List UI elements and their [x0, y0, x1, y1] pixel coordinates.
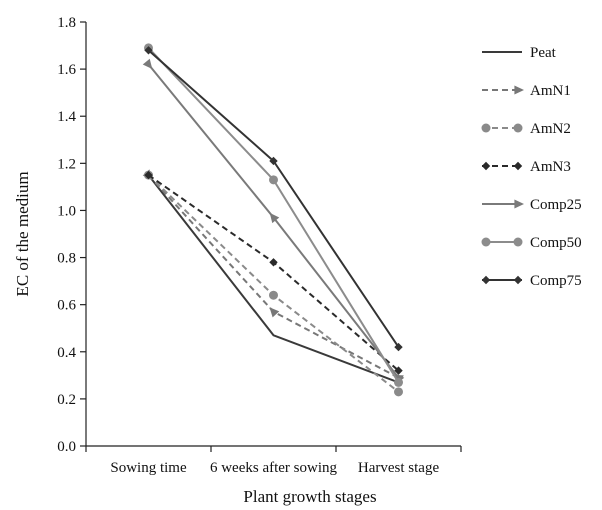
data-point: [394, 342, 403, 352]
series-amn1: [142, 169, 404, 384]
legend-item-comp25: Comp25: [482, 197, 582, 213]
legend-label: Comp75: [530, 273, 582, 289]
series-amn3: [144, 170, 403, 375]
series-peat: [147, 174, 399, 384]
data-point: [269, 307, 280, 318]
series-layer: [142, 43, 405, 397]
series-line: [147, 174, 399, 384]
y-tick-label: 1.8: [57, 15, 76, 31]
y-axis-ticks: 0.0 0.2 0.4 0.6 0.8 1.0 1.2 1.4 1.6 1.8: [57, 15, 86, 455]
legend-item-peat: Peat: [482, 45, 557, 61]
data-point: [481, 123, 491, 133]
y-tick-label: 0.6: [57, 298, 76, 314]
x-tick-label: Harvest stage: [358, 460, 440, 476]
data-point: [269, 290, 278, 300]
y-tick-label: 1.4: [57, 109, 76, 125]
legend: Peat AmN1 AmN2 AmN3 Comp25 Comp50 Comp75: [481, 45, 582, 289]
legend-label: AmN2: [530, 121, 571, 137]
series-comp75: [144, 46, 403, 352]
y-tick-label: 0.4: [57, 345, 76, 361]
legend-item-comp50: Comp50: [481, 235, 582, 251]
data-point: [269, 258, 278, 267]
legend-item-amn1: AmN1: [482, 83, 571, 99]
data-point: [394, 387, 403, 397]
y-tick-label: 1.2: [57, 156, 76, 172]
x-axis-title: Plant growth stages: [243, 487, 376, 506]
data-point: [481, 275, 491, 285]
data-point: [514, 199, 524, 209]
data-point: [269, 212, 280, 224]
data-point: [513, 275, 523, 285]
data-point: [513, 237, 523, 247]
series-line: [147, 174, 400, 393]
data-point: [513, 123, 523, 133]
x-tick-label: Sowing time: [110, 460, 187, 476]
axes: [85, 22, 461, 447]
series-amn2: [144, 170, 403, 397]
y-axis-title: EC of the medium: [13, 171, 32, 296]
legend-item-comp75: Comp75: [481, 273, 582, 289]
legend-label: AmN1: [530, 83, 571, 99]
legend-label: Peat: [530, 45, 557, 61]
data-point: [481, 161, 491, 171]
data-point: [513, 161, 523, 171]
legend-label: Comp25: [530, 197, 582, 213]
data-point: [269, 156, 278, 166]
legend-label: AmN3: [530, 159, 571, 175]
data-point: [142, 58, 153, 70]
series-line: [147, 174, 399, 379]
y-tick-label: 1.0: [57, 203, 76, 219]
x-axis-ticks: Sowing time 6 weeks after sowing Harvest s…: [85, 446, 462, 476]
legend-item-amn3: AmN3: [481, 159, 571, 175]
y-tick-label: 0.0: [57, 439, 76, 455]
y-tick-label: 0.2: [57, 392, 76, 408]
data-point: [394, 366, 403, 375]
data-point: [514, 85, 524, 95]
series-line: [147, 49, 400, 348]
legend-item-amn2: AmN2: [481, 121, 571, 137]
series-line: [147, 174, 400, 372]
data-point: [269, 175, 278, 185]
y-tick-label: 0.8: [57, 251, 76, 267]
data-point: [144, 170, 153, 180]
data-point: [144, 46, 153, 55]
legend-label: Comp50: [530, 235, 582, 251]
y-tick-label: 1.6: [57, 62, 76, 78]
data-point: [481, 237, 491, 247]
data-point: [394, 377, 403, 387]
x-tick-label: 6 weeks after sowing: [210, 460, 338, 476]
